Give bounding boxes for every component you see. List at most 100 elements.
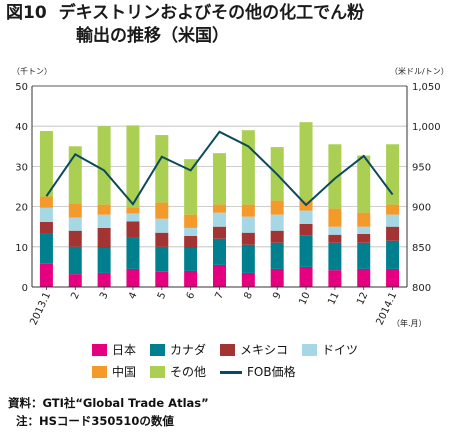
bar-segment bbox=[39, 233, 53, 264]
bar-segment bbox=[68, 217, 82, 231]
legend-swatch-germany bbox=[302, 344, 318, 356]
bar-segment bbox=[328, 242, 342, 271]
bar-segment bbox=[39, 196, 53, 208]
bar-segment bbox=[155, 246, 169, 272]
legend: 日本 カナダ メキシコ ドイツ 中国 その他 FOB価格 bbox=[92, 339, 422, 383]
bar-segment bbox=[299, 266, 313, 287]
legend-swatch-china bbox=[92, 366, 107, 378]
bar-segment bbox=[241, 244, 255, 273]
right-axis-tick-label: 900 bbox=[412, 203, 431, 214]
bar-segment bbox=[213, 212, 226, 227]
bar-segment bbox=[241, 204, 255, 217]
bar-segment bbox=[270, 242, 284, 269]
bar-segment bbox=[68, 274, 82, 287]
legend-item-other: その他 bbox=[150, 361, 206, 383]
bar-segment bbox=[241, 216, 255, 233]
bar-segment bbox=[126, 237, 140, 269]
bar-segment bbox=[299, 235, 313, 267]
bar-segment bbox=[213, 264, 226, 287]
bar-segment bbox=[328, 208, 342, 227]
figure-number: 図10 bbox=[6, 3, 47, 23]
x-axis-tick-label: 6 bbox=[185, 291, 198, 301]
bar-segment bbox=[357, 233, 371, 243]
x-axis-tick-label: 3 bbox=[98, 291, 111, 301]
bar-segment bbox=[357, 226, 371, 234]
x-axis-unit: （年.月） bbox=[392, 318, 427, 328]
legend-item-canada: カナダ bbox=[150, 339, 206, 361]
bar-segment bbox=[270, 230, 284, 243]
bar-segment bbox=[126, 221, 140, 238]
bar-segment bbox=[39, 207, 53, 222]
chart-title: 図10 デキストリンおよびその他の化工でん粉 輸出の推移（米国） bbox=[6, 2, 446, 48]
bar-segment bbox=[126, 125, 140, 208]
x-axis-tick-label: 2013.1 bbox=[28, 291, 53, 327]
bar-segment bbox=[386, 204, 400, 215]
bar-segment bbox=[184, 227, 198, 236]
bar-segment bbox=[184, 270, 198, 287]
bar-segment bbox=[97, 272, 111, 287]
bar-segment bbox=[126, 213, 140, 222]
hs-code-note: 注：HSコード350510の数値 bbox=[16, 414, 174, 428]
right-axis-tick-label: 800 bbox=[412, 283, 431, 294]
bar-segment bbox=[241, 232, 255, 245]
bar-segment bbox=[386, 268, 400, 287]
right-axis-tick-label: 1,000 bbox=[412, 122, 441, 133]
bar-segment bbox=[184, 248, 198, 271]
bar-segment bbox=[155, 135, 169, 203]
bar-segment bbox=[386, 144, 400, 205]
x-axis-tick-label: 8 bbox=[242, 291, 255, 301]
bar-segment bbox=[386, 214, 400, 227]
legend-item-mexico: メキシコ bbox=[220, 339, 288, 361]
legend-label-japan: 日本 bbox=[112, 343, 137, 357]
bar-segment bbox=[126, 207, 140, 214]
bar-segment bbox=[97, 227, 111, 249]
x-axis-tick-label: 12 bbox=[355, 291, 370, 307]
stacked-bar-line-chart: 0 10 20 30 40 50 800 850 900 950 1,000 1,050 2013.1 2… bbox=[12, 66, 449, 328]
bar-segment bbox=[328, 234, 342, 243]
bar-segment bbox=[357, 155, 371, 213]
x-axis-tick-label: 7 bbox=[214, 291, 227, 301]
bar-segment bbox=[155, 202, 169, 219]
bar-segment bbox=[213, 204, 226, 213]
bar-segment bbox=[39, 221, 53, 234]
x-axis-tick-label: 11 bbox=[326, 291, 341, 307]
right-axis-tick-label: 950 bbox=[412, 162, 431, 173]
bar-segment bbox=[270, 214, 284, 231]
legend-swatch-canada bbox=[150, 344, 166, 356]
legend-item-japan: 日本 bbox=[92, 339, 136, 361]
x-axis-tick-label: 9 bbox=[271, 291, 284, 301]
right-axis-tick-label: 850 bbox=[412, 243, 431, 254]
bar-stack-group bbox=[39, 122, 400, 287]
legend-item-germany: ドイツ bbox=[302, 339, 358, 361]
left-axis-tick-label: 0 bbox=[22, 283, 28, 294]
x-axis-tick-label: 10 bbox=[297, 291, 312, 307]
x-axis-tick-label: 5 bbox=[156, 291, 169, 301]
bar-segment bbox=[68, 230, 82, 247]
x-axis-tick-label: 2 bbox=[69, 291, 82, 301]
bar-segment bbox=[184, 214, 198, 228]
legend-label-china: 中国 bbox=[112, 365, 137, 379]
bar-segment bbox=[357, 242, 371, 269]
legend-swatch-mexico bbox=[220, 344, 236, 356]
legend-label-canada: カナダ bbox=[170, 343, 207, 357]
bar-segment bbox=[328, 226, 342, 235]
legend-item-china: 中国 bbox=[92, 361, 136, 383]
bar-segment bbox=[97, 126, 111, 205]
bar-segment bbox=[97, 204, 111, 215]
legend-label-mexico: メキシコ bbox=[240, 343, 289, 357]
title-line2: 輸出の推移（米国） bbox=[76, 26, 229, 46]
left-axis-tick-label: 20 bbox=[15, 203, 28, 214]
source-note: 資料：GTI社“Global Trade Atlas” bbox=[8, 396, 209, 410]
bar-segment bbox=[241, 130, 255, 205]
bar-segment bbox=[270, 200, 284, 215]
bar-segment bbox=[328, 270, 342, 287]
bar-segment bbox=[357, 268, 371, 287]
right-axis-unit: （米ドル/トン） bbox=[390, 66, 449, 76]
bar-segment bbox=[155, 232, 169, 247]
legend-label-fob: FOB価格 bbox=[247, 365, 296, 379]
bar-segment bbox=[299, 210, 313, 224]
notes: 資料：GTI社“Global Trade Atlas” 注：HSコード35051… bbox=[8, 394, 209, 430]
bar-segment bbox=[97, 214, 111, 228]
bar-segment bbox=[155, 271, 169, 287]
bar-segment bbox=[213, 153, 226, 205]
